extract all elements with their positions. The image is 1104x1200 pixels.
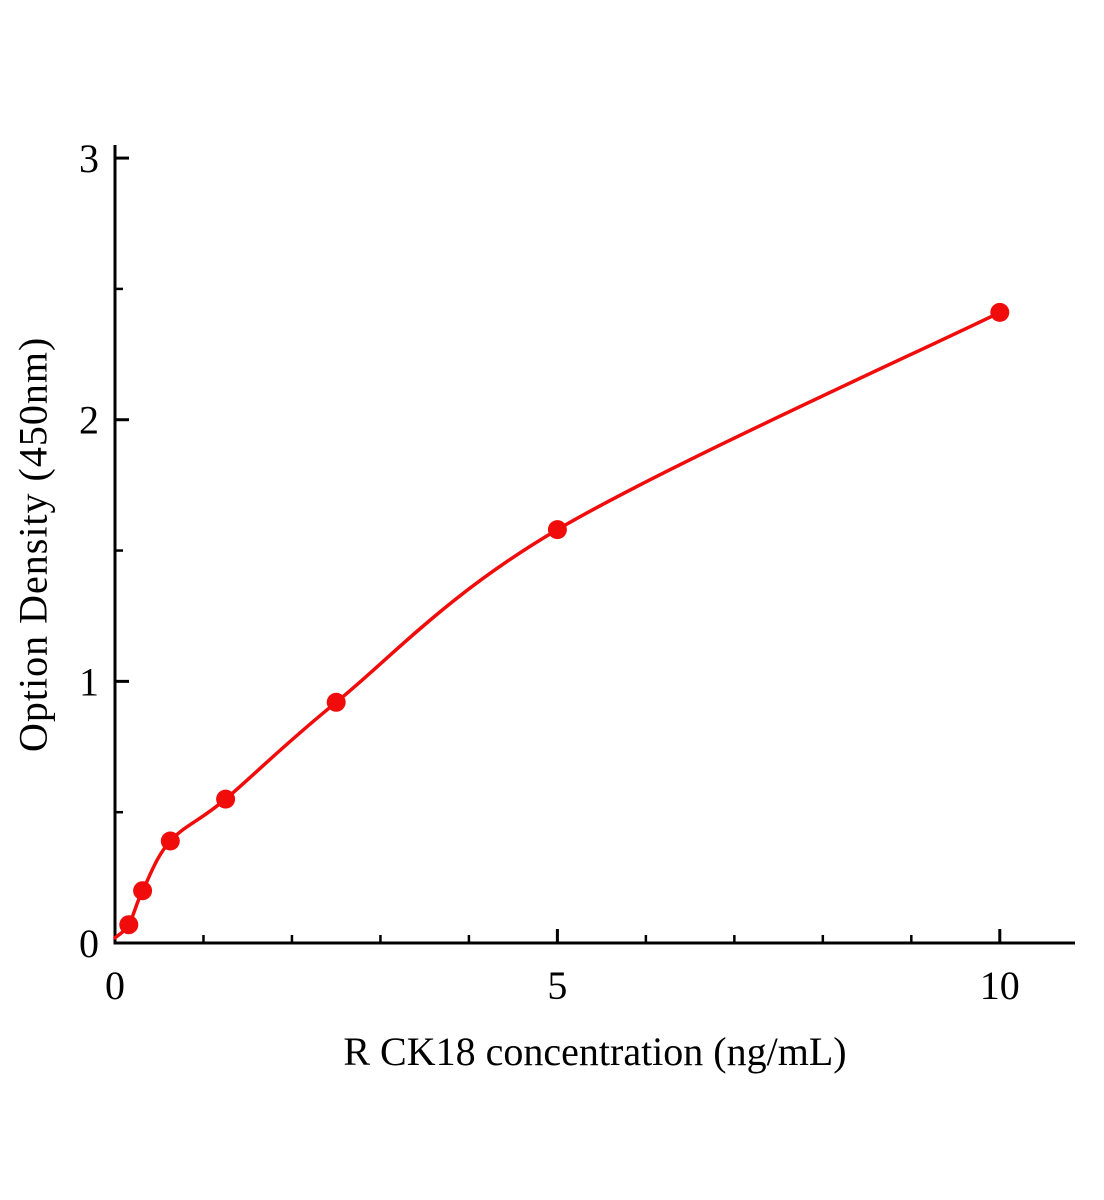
x-tick-label: 5	[547, 963, 567, 1008]
data-point-marker	[547, 520, 567, 540]
y-tick-label: 3	[79, 136, 99, 181]
data-point-marker	[133, 881, 153, 901]
x-axis-label: R CK18 concentration (ng/mL)	[343, 1029, 847, 1074]
standard-curve-line	[113, 310, 1002, 940]
x-tick-label: 0	[105, 963, 125, 1008]
data-point-marker	[990, 302, 1010, 322]
y-tick-label: 2	[79, 398, 99, 443]
data-point-marker	[326, 692, 346, 712]
x-tick-label: 10	[980, 963, 1020, 1008]
y-tick-label: 1	[79, 659, 99, 704]
y-axis-label: Option Density (450nm)	[10, 336, 56, 752]
axis-lines	[113, 145, 1075, 945]
data-point-marker	[119, 915, 139, 935]
data-point-marker	[216, 789, 236, 809]
y-tick-label: 0	[79, 921, 99, 966]
data-point-marker	[160, 831, 180, 851]
